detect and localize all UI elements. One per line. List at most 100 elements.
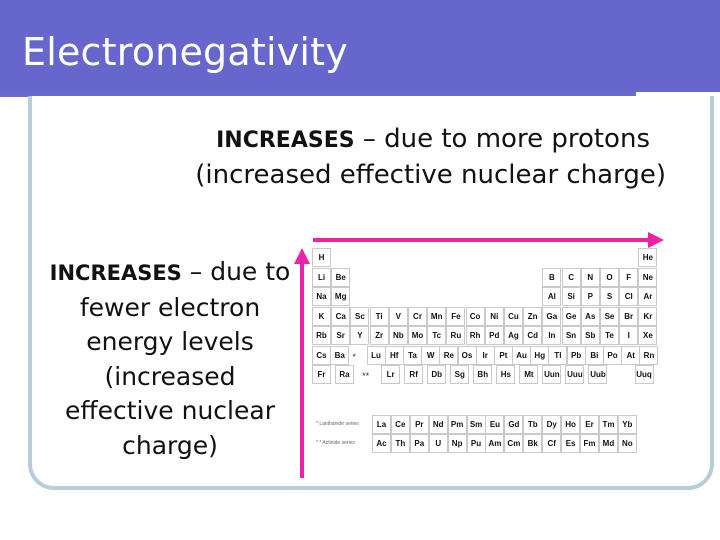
- element-symbol: Y: [357, 331, 363, 340]
- element-symbol: Yb: [622, 419, 633, 429]
- element-symbol: He: [642, 253, 653, 262]
- element-cell: K: [312, 306, 331, 326]
- element-cell: Mg: [331, 287, 351, 306]
- element-cell: Hs: [496, 365, 516, 384]
- element-symbol: Rb: [316, 331, 327, 340]
- element-symbol: Tl: [554, 350, 562, 360]
- element-symbol: Hs: [500, 370, 511, 379]
- actinide-cell: No: [617, 434, 637, 453]
- element-symbol: Lr: [386, 370, 395, 379]
- actinide-cell: Ac: [372, 434, 391, 453]
- element-symbol: Eu: [489, 419, 501, 429]
- element-symbol: Db: [431, 370, 443, 379]
- element-cell: Ra: [335, 365, 355, 384]
- element-symbol: Ti: [375, 311, 383, 321]
- slide-title: Electronegativity: [22, 30, 348, 74]
- element-symbol: Na: [316, 292, 327, 301]
- element-symbol: Tm: [602, 419, 615, 429]
- element-symbol: Mn: [430, 311, 443, 321]
- element-symbol: Br: [624, 311, 634, 321]
- element-symbol: Si: [567, 292, 575, 301]
- element-cell: Ru: [446, 326, 466, 345]
- element-symbol: Hg: [534, 350, 546, 360]
- element-symbol: Al: [547, 292, 556, 301]
- lanthanide-label: * Lanthanide series: [316, 420, 359, 427]
- element-symbol: Pr: [415, 419, 424, 429]
- element-symbol: Ru: [450, 331, 462, 340]
- element-cell: C: [561, 267, 581, 287]
- element-cell: Rn: [639, 345, 659, 365]
- element-symbol: Sn: [565, 331, 577, 340]
- element-symbol: Xe: [642, 331, 653, 340]
- element-symbol: Rn: [643, 350, 655, 360]
- element-symbol: Cr: [413, 311, 422, 321]
- element-symbol: O: [606, 272, 613, 282]
- element-cell: Ba: [330, 345, 350, 365]
- element-symbol: Ta: [408, 350, 417, 360]
- element-symbol: Au: [516, 350, 527, 360]
- element-symbol: Th: [395, 439, 406, 448]
- element-symbol: Ac: [376, 439, 387, 448]
- element-cell: Ti: [369, 306, 389, 326]
- element-symbol: Bk: [527, 439, 538, 448]
- element-symbol: No: [622, 439, 633, 448]
- actinide-cell: Np: [447, 434, 467, 453]
- element-cell: H: [312, 248, 331, 267]
- element-symbol: Pa: [414, 439, 425, 448]
- element-symbol: Ga: [546, 311, 558, 321]
- element-cell: Zr: [369, 326, 389, 345]
- actinide-cell: Th: [390, 434, 410, 453]
- element-cell: Fr: [312, 365, 331, 384]
- lanthanide-cell: Ho: [561, 414, 581, 434]
- element-symbol: Pb: [571, 350, 582, 360]
- lanthanide-cell: Gd: [504, 414, 524, 434]
- element-symbol: N: [587, 272, 594, 282]
- element-symbol: Ba: [334, 350, 345, 360]
- element-cell: Ca: [331, 306, 351, 326]
- series-marker: *: [352, 351, 356, 362]
- element-symbol: U: [435, 439, 442, 448]
- element-symbol: Mt: [524, 370, 534, 379]
- element-symbol: Co: [469, 311, 481, 321]
- lanthanide-cell: Tm: [598, 414, 618, 434]
- actinide-cell: Pa: [409, 434, 429, 453]
- element-cell: Sb: [580, 326, 600, 345]
- element-symbol: Te: [605, 331, 614, 340]
- element-cell: Uub: [588, 365, 608, 384]
- left-caption-bold: INCREASES: [49, 261, 182, 285]
- left-caption-rest: – due to fewer electron energy levels (i…: [65, 257, 291, 460]
- element-cell: O: [600, 267, 619, 287]
- element-cell: P: [580, 287, 600, 306]
- element-symbol: B: [549, 272, 555, 282]
- element-symbol: I: [627, 331, 630, 340]
- element-cell: Ne: [638, 267, 658, 287]
- element-symbol: Ni: [490, 311, 499, 321]
- actinide-label: * * Actinide series: [316, 440, 355, 446]
- lanthanide-cell: La: [372, 414, 391, 434]
- lanthanide-cell: Pm: [447, 414, 467, 434]
- actinide-cell: Am: [485, 434, 505, 453]
- element-symbol: Lu: [371, 350, 381, 360]
- element-symbol: Md: [602, 439, 615, 448]
- series-marker: **: [362, 371, 370, 381]
- actinide-cell: U: [428, 434, 448, 453]
- element-symbol: Pt: [499, 350, 508, 360]
- element-symbol: Cd: [527, 331, 539, 340]
- element-cell: Br: [619, 306, 639, 326]
- element-symbol: Zr: [375, 331, 384, 340]
- element-cell: Sc: [350, 306, 370, 326]
- element-cell: In: [542, 326, 562, 345]
- element-cell: Uuq: [634, 365, 654, 384]
- element-cell: Nb: [388, 326, 408, 345]
- element-cell: Cd: [523, 326, 543, 345]
- top-caption-rest: – due to more protons: [354, 124, 650, 154]
- element-cell: He: [638, 248, 658, 267]
- element-cell: Mo: [408, 326, 427, 345]
- element-symbol: Re: [443, 350, 454, 360]
- element-cell: Sr: [331, 326, 351, 345]
- element-cell: Rh: [465, 326, 485, 345]
- element-symbol: Uub: [590, 370, 606, 379]
- element-cell: I: [619, 326, 639, 345]
- element-cell: Sn: [561, 326, 581, 345]
- lanthanide-cell: Er: [580, 414, 600, 434]
